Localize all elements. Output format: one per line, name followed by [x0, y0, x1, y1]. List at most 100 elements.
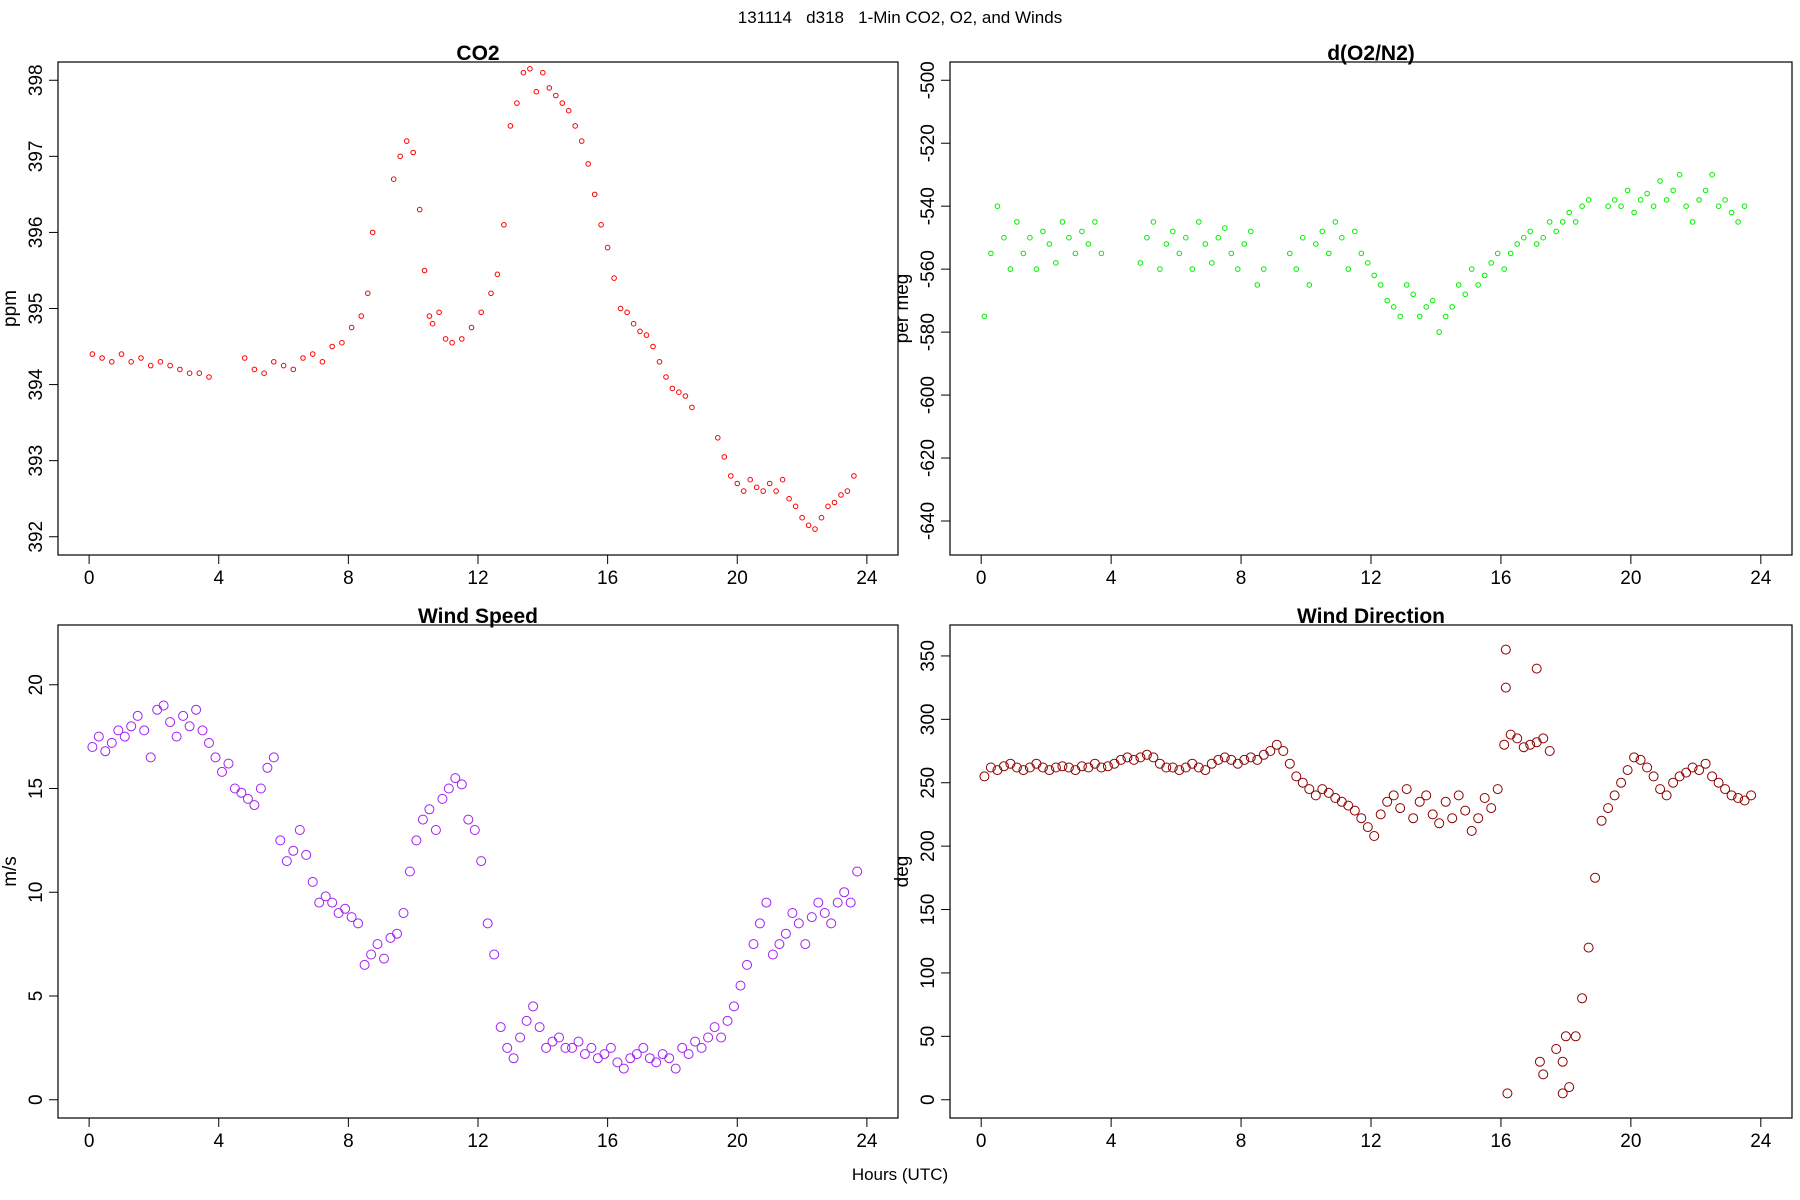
co2-point [429, 320, 436, 327]
o2-point [1202, 241, 1209, 247]
wind-direction-point [1349, 805, 1360, 816]
wind-direction-point [1609, 790, 1620, 801]
o2-point [1442, 313, 1449, 320]
o2-point [1222, 225, 1228, 231]
wind-speed-point [126, 721, 137, 732]
o2-point [1689, 219, 1696, 225]
co2-point [728, 473, 734, 479]
o2-point [1235, 266, 1241, 272]
co2-point [747, 476, 754, 483]
wind-speed-point [158, 700, 169, 711]
o2-point [1702, 187, 1709, 194]
wind-speed-point [508, 1053, 519, 1064]
wind-speed-point [268, 752, 279, 763]
o2-point [1429, 297, 1436, 304]
wind-direction-point [1648, 771, 1659, 782]
o2-point [1196, 219, 1202, 225]
co2-point [468, 324, 475, 331]
wind-speed-point [242, 793, 253, 804]
o2-point [1079, 228, 1085, 235]
wind-speed-point [592, 1053, 603, 1064]
wind-speed-point [670, 1063, 681, 1074]
wind-direction-point [1154, 758, 1165, 769]
o2-point [1332, 219, 1339, 225]
co2-x-tick-label: 0 [84, 568, 95, 589]
wind-direction-point [1063, 762, 1074, 773]
wind-direction-point [1265, 746, 1276, 756]
wind-speed-point [132, 710, 143, 721]
wind-speed-point [709, 1022, 720, 1033]
wind-direction-point [1570, 1031, 1581, 1042]
wind-speed-point [735, 980, 746, 991]
o2-point [1657, 178, 1663, 184]
wind-speed-point [787, 908, 798, 918]
co2-point [478, 309, 485, 316]
o2-y-tick-label: -560 [918, 250, 939, 288]
wind-direction-point [1284, 758, 1295, 769]
wind-direction-point [1330, 793, 1341, 803]
co2-point [598, 222, 604, 228]
wind-direction-point [1044, 765, 1055, 776]
wind-speed-x-tick-label: 8 [343, 1131, 354, 1152]
wind-speed-point [87, 742, 98, 752]
co2-point [734, 480, 741, 487]
co2-point [300, 355, 306, 361]
wind-speed-point [554, 1032, 564, 1043]
wind-speed-point [780, 928, 791, 939]
wind-speed-point [229, 783, 240, 794]
wind-direction-point [1551, 1044, 1562, 1054]
wind-direction-y-tick-label: 150 [918, 894, 939, 926]
wind-speed-point [106, 737, 117, 748]
o2-point [1637, 197, 1644, 203]
o2-point [1611, 197, 1618, 203]
wind-speed-point [333, 908, 344, 918]
o2-point [1183, 234, 1189, 241]
wind-speed-point [476, 856, 487, 867]
wind-speed-point [618, 1063, 629, 1074]
o2-point [1066, 234, 1072, 241]
o2-point [1735, 219, 1741, 225]
o2-point [1390, 304, 1397, 310]
wind-speed-point [644, 1053, 655, 1064]
o2-point [1676, 171, 1683, 178]
wind-direction-point [1603, 803, 1614, 814]
wind-direction-point [1323, 787, 1334, 798]
wind-speed-point [327, 897, 338, 908]
wind-speed-x-tick-label: 16 [597, 1131, 618, 1152]
o2-point [1020, 250, 1027, 257]
o2-x-tick-label: 12 [1360, 568, 1381, 589]
o2-point [1300, 234, 1306, 241]
wind-speed-point [722, 1015, 733, 1026]
wind-direction-point [1492, 784, 1503, 795]
wind-direction-point [1473, 813, 1484, 824]
wind-speed-point [456, 779, 467, 790]
wind-direction-point [1291, 771, 1302, 782]
co2-point [369, 229, 376, 236]
co2-point [656, 359, 663, 365]
wind-direction-point [1089, 758, 1100, 769]
co2-point [390, 176, 397, 182]
co2-point [177, 366, 183, 373]
wind-speed-point [152, 704, 163, 715]
co2-point [643, 332, 650, 338]
wind-speed-point [301, 849, 312, 860]
co2-point [540, 69, 546, 76]
wind-speed-point [353, 918, 364, 929]
wind-direction-point [1336, 796, 1347, 807]
wind-direction-point [1401, 784, 1412, 795]
wind-direction-point [1414, 796, 1425, 807]
co2-y-tick-label: 392 [26, 521, 47, 553]
wind-speed-point [424, 804, 435, 815]
wind-speed-point [307, 876, 318, 887]
wind-speed-point [450, 773, 461, 784]
wind-speed-point [223, 758, 234, 769]
wind-direction-x-tick-label: 0 [976, 1131, 987, 1152]
co2-point [128, 359, 134, 365]
wind-direction-point [1239, 754, 1250, 765]
wind-direction-point [1596, 815, 1607, 826]
o2-point [1416, 313, 1423, 320]
o2-panel: d(O2/N2) 0 4 8 12 16 20 24 -640 -620 -600 -580 -560 -… [892, 42, 1793, 589]
wind-speed-point [703, 1032, 714, 1043]
wind-direction-point [1193, 762, 1204, 773]
co2-point [740, 488, 747, 494]
